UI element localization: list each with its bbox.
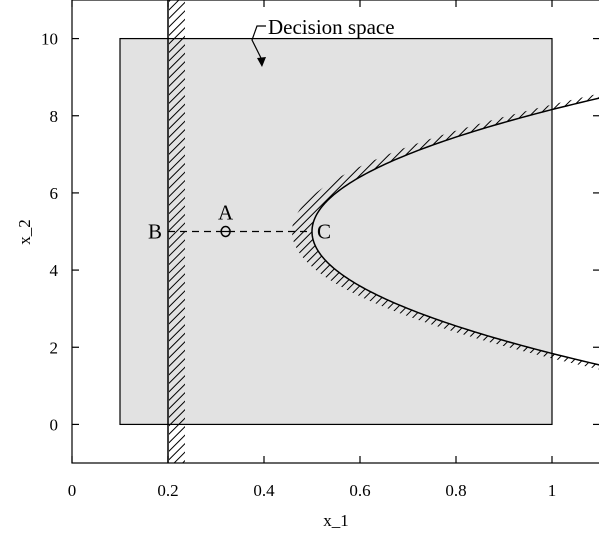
decision-space-label: Decision space: [268, 15, 395, 39]
x-tick-label: 0.2: [157, 481, 178, 500]
constraint-parabola: [311, 97, 599, 366]
x-tick-label: 0.4: [253, 481, 275, 500]
decision-space-arrow: [251, 25, 266, 61]
y-axis-ticks: 0 2 4 6 8 10: [41, 30, 599, 434]
y-tick-label: 6: [50, 184, 59, 203]
x-tick-label: 0.6: [349, 481, 370, 500]
y-tick-label: 10: [41, 30, 58, 49]
y-tick-label: 8: [50, 107, 59, 126]
x-tick-label: 0.8: [445, 481, 466, 500]
point-a-label: A: [218, 201, 234, 225]
point-c-label: C: [317, 220, 331, 244]
y-axis-label: x_2: [15, 219, 34, 245]
constraint-line-hatch: [169, 0, 185, 463]
x-tick-label: 1: [548, 481, 557, 500]
plot-frame: [71, 0, 599, 464]
point-b-label: B: [148, 220, 162, 244]
y-tick-label: 0: [50, 415, 59, 434]
x-axis-label: x_1: [323, 511, 349, 530]
x-tick-label: 0: [68, 481, 77, 500]
x-axis-ticks: 0 0.2 0.4 0.6 0.8 1: [68, 0, 557, 500]
y-tick-label: 4: [50, 261, 59, 280]
y-tick-label: 2: [50, 338, 59, 357]
decision-space-arrowhead: [257, 57, 266, 67]
